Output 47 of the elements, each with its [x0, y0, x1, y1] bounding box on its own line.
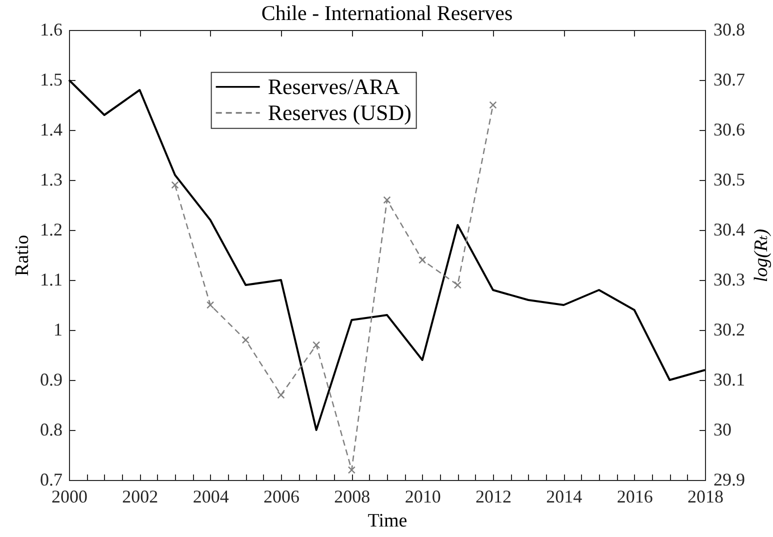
y2-tick-label: 30.4: [714, 220, 745, 240]
point: [418, 256, 426, 264]
x-tick-label: 2012: [476, 486, 512, 506]
point: [242, 336, 250, 344]
y2-tick-label: 29.9: [714, 470, 745, 490]
y-tick-label: 0.7: [40, 470, 62, 490]
y-axis-title: Ratio: [12, 234, 33, 276]
x-tick-label: 2006: [264, 486, 300, 506]
y2-tick-label: 30.2: [714, 320, 745, 340]
y2-tick-label: 30.8: [714, 20, 745, 40]
x-tick-label: 2002: [122, 486, 158, 506]
point: [348, 466, 356, 474]
y-tick-label: 1.2: [40, 220, 62, 240]
x-tick-label: 2018: [688, 486, 724, 506]
legend-label: Reserves (USD): [268, 100, 412, 125]
x-tick-label: 2000: [52, 486, 88, 506]
y2-tick-label: 30.3: [714, 270, 745, 290]
point: [206, 301, 214, 309]
x-tick-label: 2008: [334, 486, 370, 506]
point: [171, 181, 179, 189]
y-tick-label: 0.9: [40, 370, 62, 390]
point: [277, 391, 285, 399]
y-tick-label: 1.6: [40, 20, 62, 40]
y2-tick-label: 30.5: [714, 170, 745, 190]
y2-tick-label: 30.6: [714, 120, 745, 140]
y-tick-label: 1.5: [40, 70, 62, 90]
y-tick-label: 1.1: [40, 270, 62, 290]
y2-tick-label: 30.1: [714, 370, 745, 390]
point: [312, 341, 320, 349]
y-tick-label: 1.3: [40, 170, 62, 190]
chart-title: Chile - International Reserves: [261, 1, 513, 25]
x-tick-label: 2014: [546, 486, 582, 506]
point: [489, 101, 497, 109]
y2-tick-label: 30: [714, 420, 732, 440]
point: [454, 281, 462, 289]
x-tick-label: 2004: [192, 486, 229, 506]
y2-axis-title: log(Rₜ): [751, 228, 772, 282]
y-tick-label: 0.8: [40, 420, 62, 440]
y2-tick-label: 30.7: [714, 70, 745, 90]
x-tick-label: 2016: [616, 486, 653, 506]
legend-label: Reserves/ARA: [268, 74, 400, 99]
x-tick-label: 2010: [404, 486, 441, 506]
y-tick-label: 1.4: [40, 120, 62, 140]
line-series: [68, 79, 706, 431]
y-tick-label: 1: [54, 320, 62, 340]
point: [383, 196, 391, 204]
x-axis-title: Time: [368, 510, 408, 532]
